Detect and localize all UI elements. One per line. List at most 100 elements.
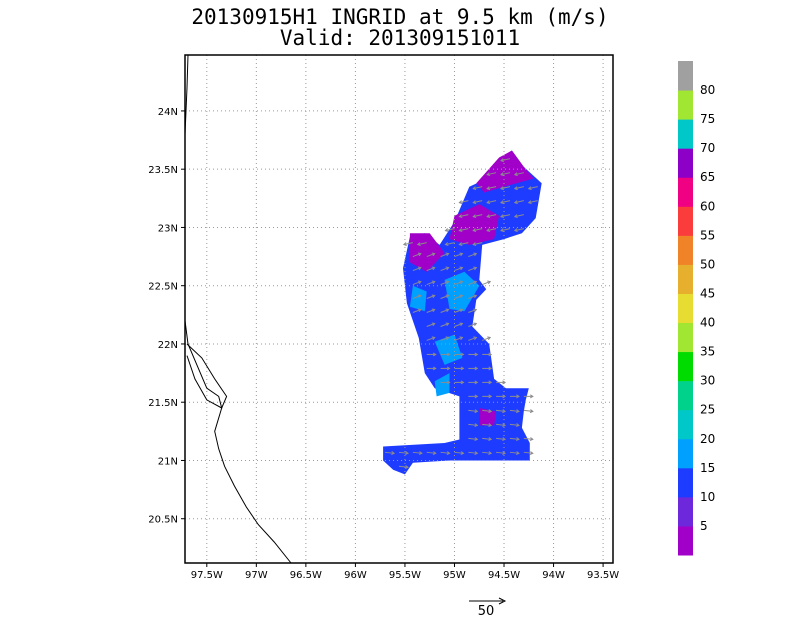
- colorbar-label: 75: [700, 112, 715, 126]
- wind-vector-head: [500, 200, 504, 205]
- wind-vector: [473, 214, 483, 218]
- wind-vector-head: [513, 214, 518, 219]
- wind-vector-head: [459, 308, 464, 313]
- wind-vector-head: [472, 186, 477, 191]
- wind-vector-head: [487, 280, 492, 285]
- wind-vector-head: [488, 352, 493, 357]
- colorbar-swatch: [678, 322, 693, 353]
- wind-patch-5: [409, 233, 445, 272]
- wind-vector-head: [516, 409, 520, 414]
- wind-vector: [500, 228, 511, 232]
- wind-vector-head: [502, 380, 507, 385]
- colorbar-swatch: [678, 90, 693, 120]
- colorbar-swatch: [678, 409, 693, 440]
- wind-vector-head: [417, 308, 422, 313]
- wind-vector-head: [502, 409, 507, 414]
- colorbar-label: 5: [700, 519, 708, 533]
- wind-vector: [440, 281, 449, 286]
- wind-vector: [412, 281, 422, 286]
- colorbar-swatch: [678, 351, 693, 382]
- wind-vector-head: [513, 186, 518, 191]
- wind-vector-head: [513, 200, 518, 205]
- colorbar-label: 35: [700, 345, 715, 359]
- colorbar-swatches: [678, 61, 693, 556]
- colorbar-swatch: [678, 496, 693, 527]
- wind-vector: [412, 295, 422, 299]
- wind-vector: [468, 253, 477, 258]
- wind-vector: [528, 186, 538, 190]
- colorbar-swatch: [678, 148, 693, 178]
- wind-vector-head: [502, 423, 507, 428]
- wind-vector-head: [446, 451, 451, 456]
- wind-vector: [468, 295, 477, 299]
- wind-vector: [385, 451, 395, 454]
- wind-vector-head: [431, 322, 436, 327]
- wind-vector-head: [500, 214, 504, 219]
- wind-patch-5: [449, 204, 500, 245]
- wind-vector: [468, 309, 477, 313]
- wind-vector-head: [446, 380, 451, 385]
- wind-vector: [440, 451, 450, 454]
- wind-vector: [468, 267, 477, 272]
- colorbar-swatch: [678, 206, 693, 236]
- wind-vector-head: [472, 214, 477, 219]
- wind-vector-head: [459, 336, 464, 341]
- wind-patch-5: [476, 150, 534, 193]
- wind-vector-head: [529, 409, 534, 414]
- wind-vector-head: [445, 266, 450, 271]
- wind-vector-head: [432, 352, 437, 357]
- colorbar-label: 20: [700, 432, 715, 446]
- wind-vector: [468, 323, 477, 327]
- wind-vector-head: [516, 423, 520, 428]
- wind-vector-head: [474, 366, 479, 371]
- wind-vector-head: [474, 423, 479, 428]
- wind-vector-head: [488, 423, 493, 428]
- wind-vector-head: [458, 214, 463, 219]
- wind-vector-head: [431, 266, 436, 271]
- wind-vector: [454, 336, 463, 341]
- wind-vector: [523, 409, 533, 412]
- wind-vector-head: [458, 242, 463, 247]
- wind-vector: [459, 242, 469, 246]
- wind-vector-head: [445, 322, 450, 327]
- wind-vector: [482, 409, 492, 412]
- wind-vector: [473, 228, 483, 232]
- wind-vector-head: [402, 242, 407, 247]
- wind-vector: [412, 309, 422, 313]
- colorbar-label: 50: [700, 257, 715, 271]
- wind-vector: [514, 228, 524, 232]
- wind-vector-head: [513, 228, 518, 233]
- wind-vector-head: [474, 394, 479, 399]
- wind-vector: [514, 186, 524, 190]
- wind-vector: [509, 451, 520, 454]
- colorbar-label: 60: [700, 199, 715, 213]
- wind-vector: [514, 200, 524, 204]
- wind-vector-head: [472, 200, 477, 205]
- wind-vector-head: [459, 322, 464, 327]
- colorbar-swatch: [678, 264, 693, 294]
- arrow-icon: [498, 597, 507, 605]
- wind-vector: [454, 253, 463, 258]
- colorbar-label: 55: [700, 228, 715, 242]
- wind-vector-head: [529, 437, 534, 442]
- wind-vector: [486, 172, 497, 176]
- wind-vector: [509, 409, 520, 412]
- wind-vector-head: [417, 294, 422, 299]
- wind-vector-head: [516, 394, 520, 399]
- wind-vector: [468, 409, 478, 412]
- vector-scale-key: 50: [469, 597, 507, 618]
- wind-vector: [482, 423, 492, 426]
- wind-vector-head: [432, 451, 437, 456]
- wind-vector-head: [458, 200, 463, 205]
- wind-vector-head: [472, 242, 477, 247]
- wind-vector-head: [527, 186, 532, 191]
- wind-vector: [482, 281, 491, 286]
- wind-vector: [459, 228, 469, 232]
- wind-vector-head: [446, 366, 451, 371]
- wind-vector-head: [460, 380, 465, 385]
- vector-scale-label: 50: [478, 604, 495, 618]
- wind-vector-head: [502, 437, 507, 442]
- wind-vector: [486, 214, 497, 218]
- wind-vector: [500, 172, 511, 176]
